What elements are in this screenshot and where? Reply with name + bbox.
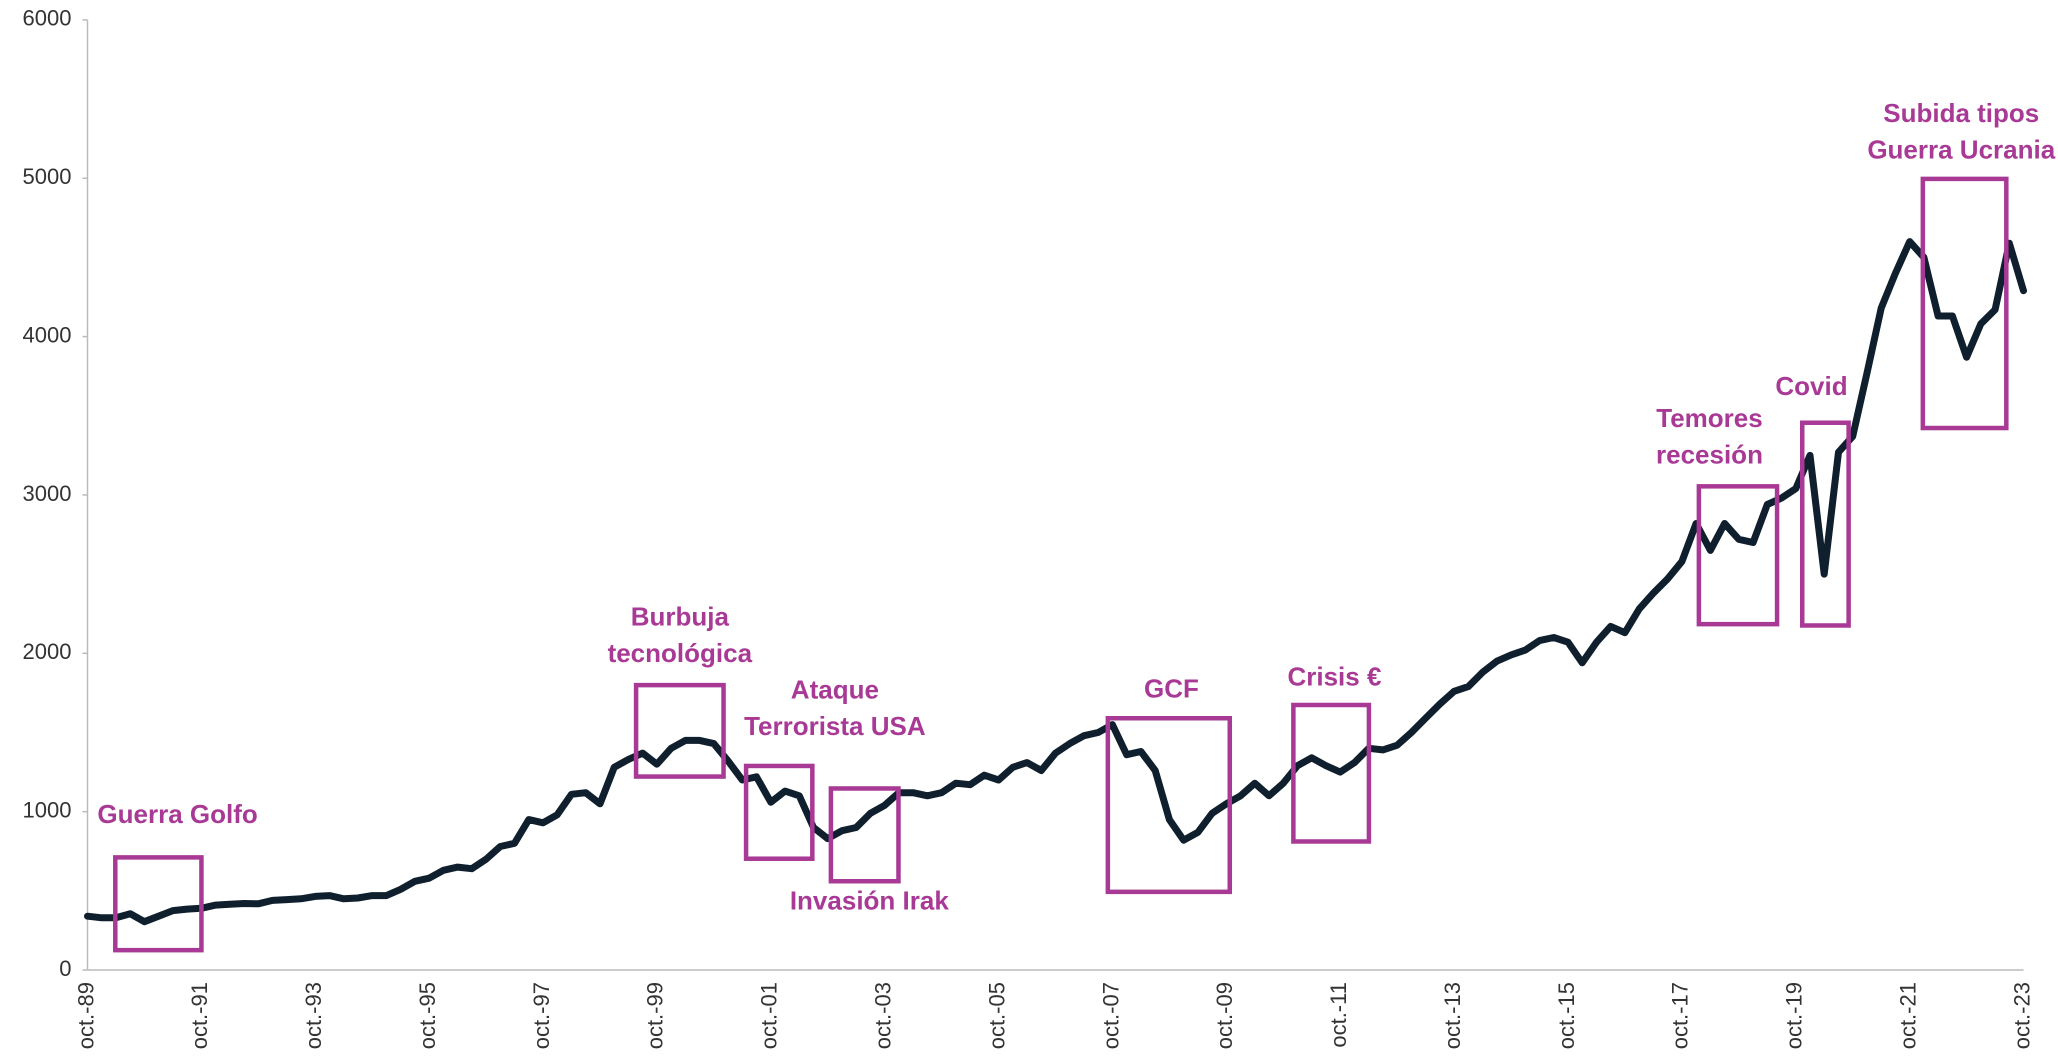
x-tick-label: oct.-91 bbox=[187, 982, 212, 1049]
annotation-box bbox=[1105, 715, 1233, 895]
annotation-label: Burbuja bbox=[631, 602, 730, 632]
annotation-label: Guerra Ucrania bbox=[1867, 135, 2055, 165]
price-line bbox=[84, 238, 2027, 926]
annotation-box bbox=[1696, 484, 1780, 627]
annotation-box bbox=[1291, 702, 1372, 844]
annotation-label: Temores bbox=[1656, 403, 1762, 433]
x-tick-label: oct.-95 bbox=[415, 982, 440, 1049]
x-tick-label: oct.-07 bbox=[1098, 982, 1123, 1049]
x-tick-label: oct.-99 bbox=[643, 982, 668, 1049]
x-tick-label: oct.-97 bbox=[529, 982, 554, 1049]
annotation-label: GCF bbox=[1144, 673, 1199, 703]
y-tick-label: 0 bbox=[59, 956, 71, 981]
x-tick-label: oct.-21 bbox=[1895, 982, 1920, 1049]
y-tick-label: 6000 bbox=[23, 6, 72, 31]
annotation-box bbox=[743, 763, 815, 861]
y-tick-label: 5000 bbox=[23, 164, 72, 189]
x-tick-label: oct.-11 bbox=[1326, 982, 1351, 1048]
annotation-label: Terrorista USA bbox=[744, 711, 926, 741]
x-tick-label: oct.-17 bbox=[1668, 982, 1693, 1049]
x-tick-label: oct.-89 bbox=[73, 982, 98, 1049]
x-tick-label: oct.-23 bbox=[2009, 982, 2034, 1049]
x-tick-label: oct.-09 bbox=[1212, 982, 1237, 1049]
x-tick-label: oct.-19 bbox=[1782, 982, 1807, 1049]
annotation-label: Guerra Golfo bbox=[97, 799, 257, 829]
annotation-box bbox=[828, 786, 901, 884]
x-tick-label: oct.-13 bbox=[1440, 982, 1465, 1049]
x-tick-label: oct.-15 bbox=[1554, 982, 1579, 1049]
x-tick-label: oct.-01 bbox=[757, 982, 782, 1049]
annotation-label: Ataque bbox=[791, 675, 879, 705]
annotation-box bbox=[1799, 420, 1851, 628]
x-tick-label: oct.-03 bbox=[870, 982, 895, 1049]
annotation-label: Subida tipos bbox=[1883, 98, 2039, 128]
annotation-box bbox=[1920, 176, 2009, 431]
annotation-box bbox=[633, 682, 726, 779]
annotation-label: Covid bbox=[1775, 371, 1847, 401]
annotation-label: recesión bbox=[1656, 439, 1763, 469]
x-tick-label: oct.-93 bbox=[301, 982, 326, 1049]
y-tick-label: 3000 bbox=[23, 481, 72, 506]
annotation-label: tecnológica bbox=[608, 638, 753, 668]
y-tick-label: 1000 bbox=[23, 797, 72, 822]
annotation-label: Invasión Irak bbox=[790, 885, 949, 915]
annotation-label: Crisis € bbox=[1287, 661, 1381, 691]
x-tick-label: oct.-05 bbox=[984, 982, 1009, 1049]
y-tick-label: 2000 bbox=[23, 639, 72, 664]
annotation-box bbox=[113, 855, 204, 953]
y-tick-label: 4000 bbox=[23, 322, 72, 347]
